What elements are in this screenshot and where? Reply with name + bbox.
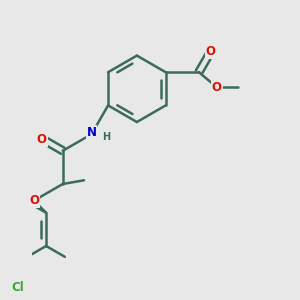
Text: O: O: [212, 81, 222, 94]
Text: O: O: [29, 194, 39, 207]
Text: Cl: Cl: [11, 281, 24, 294]
Text: N: N: [86, 126, 97, 139]
Text: O: O: [206, 45, 215, 58]
Text: O: O: [37, 133, 47, 146]
Text: H: H: [102, 132, 110, 142]
